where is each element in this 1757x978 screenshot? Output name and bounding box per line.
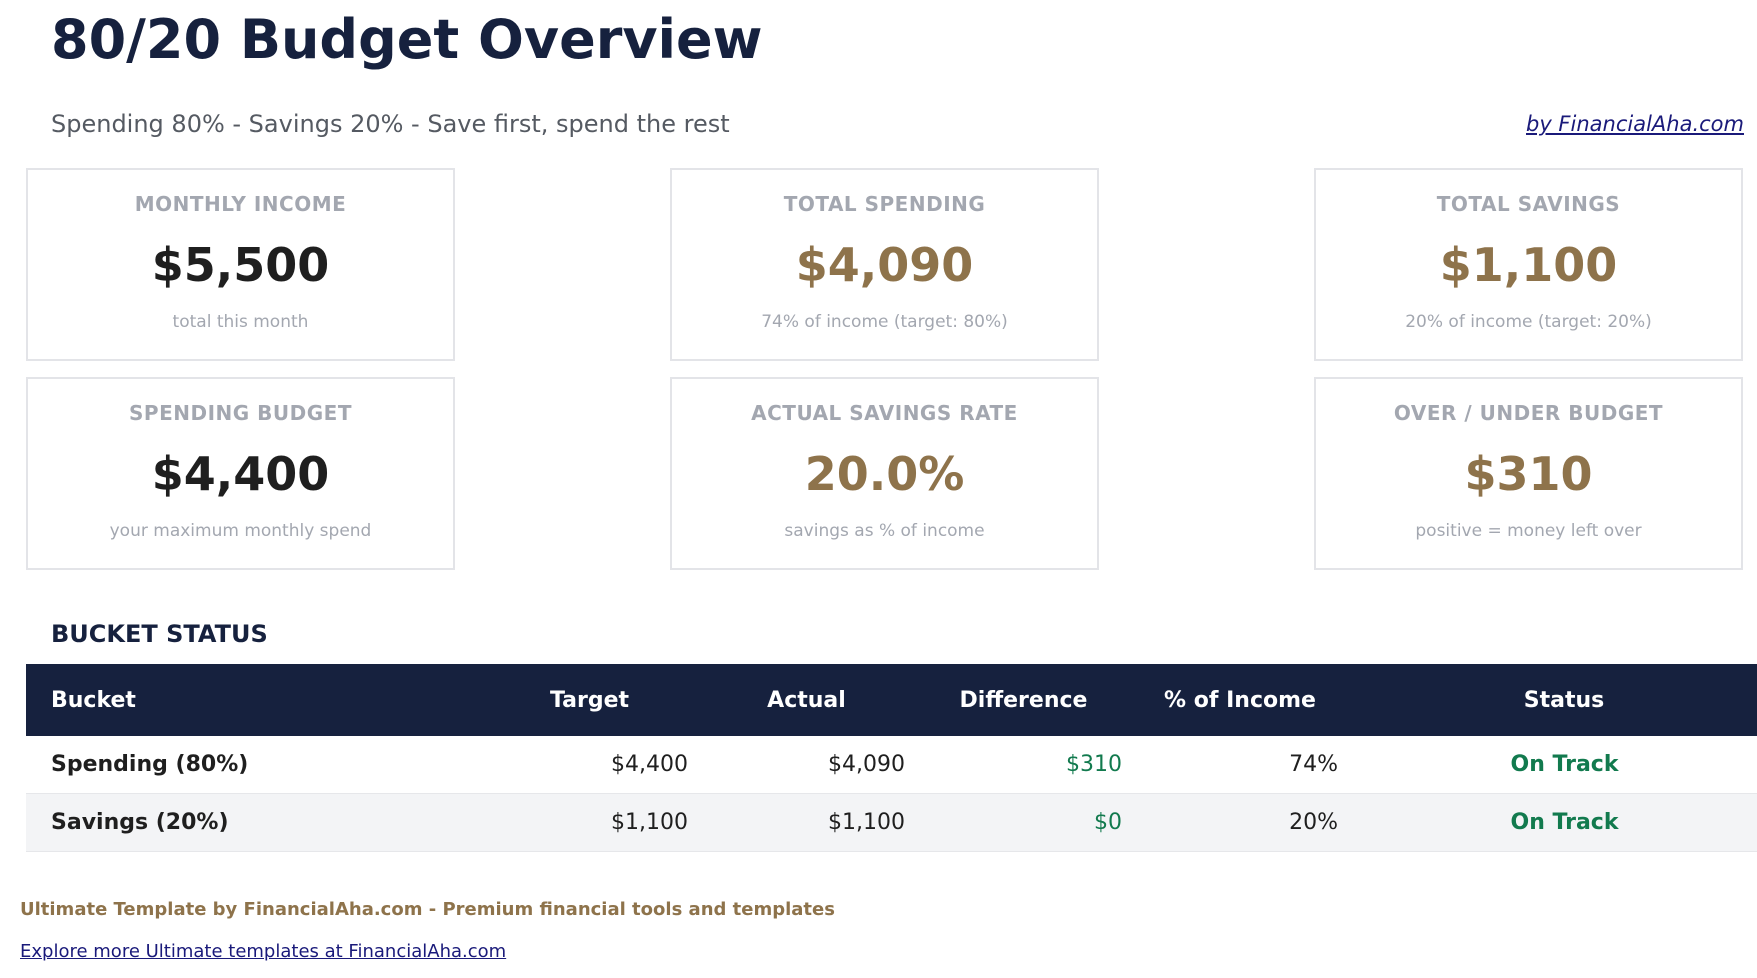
- card-value: $4,400: [151, 447, 330, 501]
- kpi-card: SPENDING BUDGET $4,400 your maximum monthl…: [26, 377, 455, 570]
- section-title: BUCKET STATUS: [51, 620, 268, 648]
- kpi-card: TOTAL SAVINGS $1,100 20% of income (target…: [1314, 168, 1743, 361]
- card-label: SPENDING BUDGET: [129, 401, 352, 425]
- card-value: $310: [1464, 447, 1593, 501]
- table-cell: $4,090: [698, 736, 915, 794]
- table-row: Savings (20%) $1,100 $1,100 $0 20% On Track: [26, 793, 1757, 852]
- footer-text: Ultimate Template by FinancialAha.com - …: [20, 899, 835, 920]
- card-label: MONTHLY INCOME: [134, 192, 347, 216]
- column-header: % of Income: [1132, 664, 1348, 736]
- kpi-card: TOTAL SPENDING $4,090 74% of income (targe…: [670, 168, 1099, 361]
- card-value: $5,500: [151, 238, 330, 292]
- footer-link[interactable]: Explore more Ultimate templates at Finan…: [20, 941, 507, 962]
- card-note: savings as % of income: [784, 521, 985, 541]
- table-cell: On Track: [1348, 736, 1757, 794]
- table-row: Spending (80%) $4,400 $4,090 $310 74% On Trac…: [26, 736, 1757, 794]
- card-note: your maximum monthly spend: [109, 521, 372, 541]
- credit-link[interactable]: by FinancialAha.com: [1526, 112, 1744, 136]
- subtitle: Spending 80% - Savings 20% - Save first,…: [51, 110, 730, 138]
- table-cell: $310: [915, 736, 1132, 794]
- kpi-cards: MONTHLY INCOME $5,500 total this month TOTA…: [26, 168, 1744, 570]
- card-note: 74% of income (target: 80%): [761, 312, 1008, 332]
- card-label: OVER / UNDER BUDGET: [1393, 401, 1664, 425]
- table-cell: $4,400: [481, 736, 698, 794]
- card-value: $4,090: [795, 238, 974, 292]
- bucket-table: Bucket Target Actual Difference% of Income S…: [26, 664, 1757, 852]
- card-label: TOTAL SAVINGS: [1436, 192, 1621, 216]
- table-cell: 74%: [1132, 736, 1348, 794]
- card-label: TOTAL SPENDING: [783, 192, 986, 216]
- kpi-card: OVER / UNDER BUDGET $310 positive = money …: [1314, 377, 1743, 570]
- column-header: Bucket: [26, 664, 481, 736]
- card-value: $1,100: [1439, 238, 1618, 292]
- table-cell: $1,100: [481, 793, 698, 852]
- kpi-card: ACTUAL SAVINGS RATE 20.0% savings as % of …: [670, 377, 1099, 570]
- table-cell: 20%: [1132, 793, 1348, 852]
- card-note: positive = money left over: [1415, 521, 1642, 541]
- column-header: Target: [481, 664, 698, 736]
- title: 80/20 Budget Overview: [51, 8, 763, 71]
- column-header: Difference: [915, 664, 1132, 736]
- table-cell: $1,100: [698, 793, 915, 852]
- card-note: total this month: [172, 312, 309, 332]
- table-cell: Spending (80%): [26, 736, 481, 794]
- table-cell: $0: [915, 793, 1132, 852]
- card-label: ACTUAL SAVINGS RATE: [751, 401, 1018, 425]
- card-value: 20.0%: [804, 447, 965, 501]
- kpi-card: MONTHLY INCOME $5,500 total this month: [26, 168, 455, 361]
- column-header: Actual: [698, 664, 915, 736]
- column-header: Status: [1348, 664, 1757, 736]
- table-cell: On Track: [1348, 793, 1757, 852]
- card-note: 20% of income (target: 20%): [1405, 312, 1652, 332]
- header-row: Bucket Target Actual Difference% of Income S…: [26, 664, 1757, 736]
- table-cell: Savings (20%): [26, 793, 481, 852]
